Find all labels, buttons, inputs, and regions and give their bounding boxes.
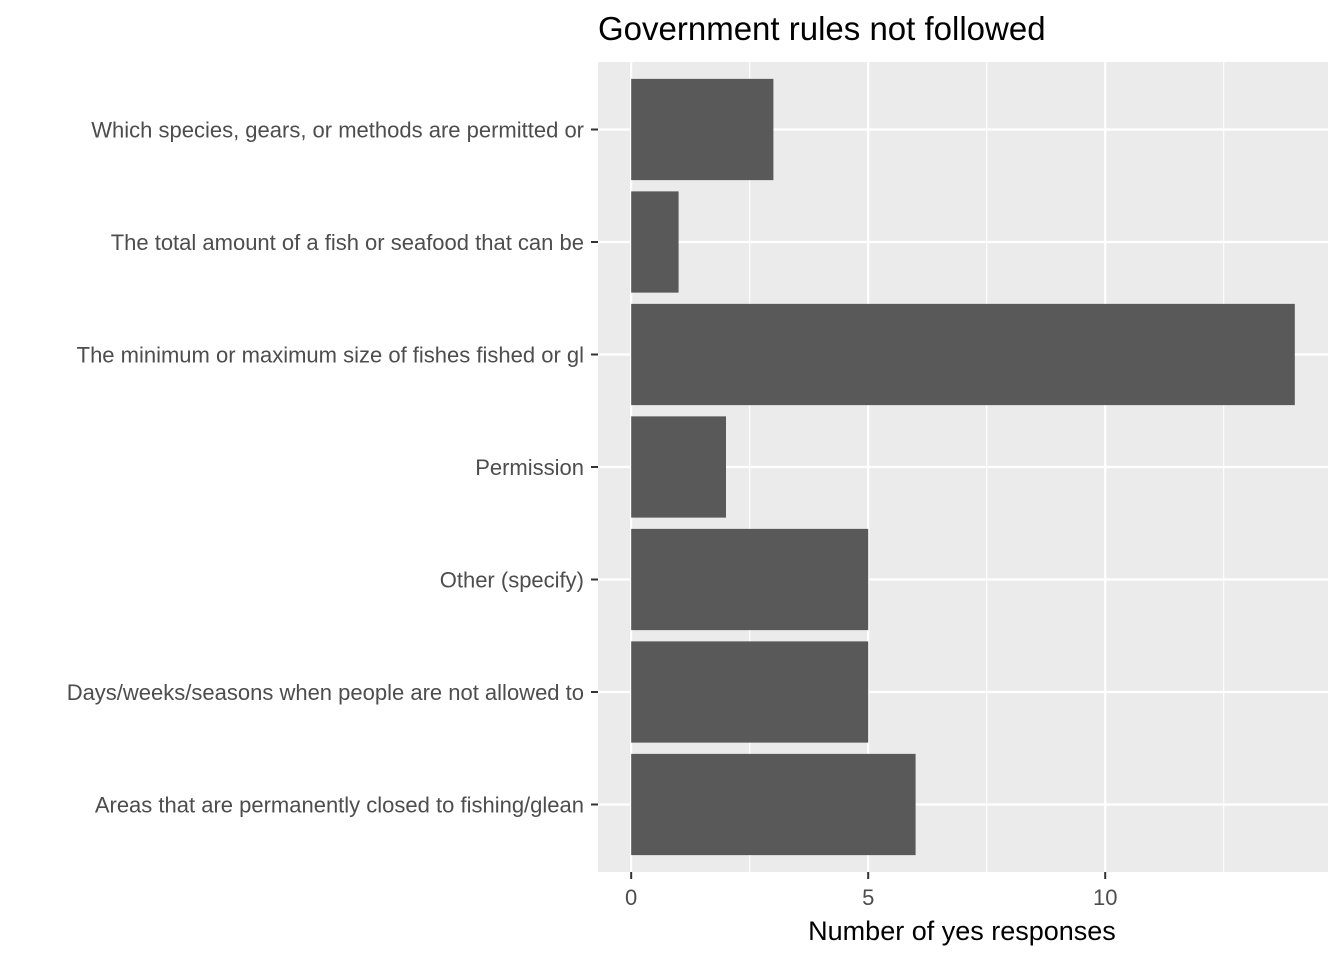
- bar: [631, 303, 1295, 406]
- bars: [631, 78, 1295, 856]
- y-tick-label: The minimum or maximum size of fishes fi…: [77, 343, 584, 368]
- y-tick-label: Days/weeks/seasons when people are not a…: [67, 680, 584, 705]
- chart-title: Government rules not followed: [598, 10, 1046, 47]
- y-tick-label: Other (specify): [440, 568, 584, 593]
- bar: [631, 416, 726, 518]
- y-tick-label: Which species, gears, or methods are per…: [91, 118, 584, 143]
- x-axis-title: Number of yes responses: [808, 916, 1116, 946]
- bar: [631, 753, 916, 856]
- y-tick-label: The total amount of a fish or seafood th…: [111, 230, 584, 255]
- x-axis: 0 5 10: [625, 872, 1117, 910]
- bar: [631, 641, 869, 743]
- x-tick-label: 0: [625, 885, 637, 910]
- y-tick-label: Areas that are permanently closed to fis…: [95, 793, 584, 818]
- x-tick-label: 5: [862, 885, 874, 910]
- bar: [631, 528, 869, 631]
- y-tick-label: Permission: [475, 455, 584, 480]
- bar: [631, 191, 679, 293]
- y-axis: Which species, gears, or methods are per…: [67, 118, 598, 818]
- bar: [631, 78, 774, 181]
- x-tick-label: 10: [1093, 885, 1117, 910]
